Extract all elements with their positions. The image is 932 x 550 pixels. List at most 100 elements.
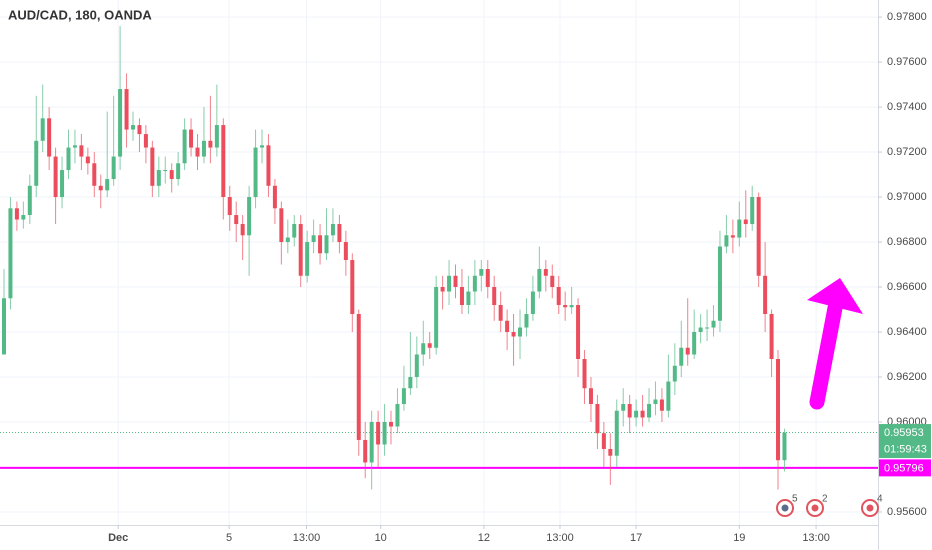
x-tick-label: 13:00	[802, 532, 830, 544]
candle-body	[156, 170, 161, 186]
events: 5 2 4	[776, 494, 883, 517]
event-count: 4	[877, 494, 883, 505]
x-tick-label: 10	[375, 532, 387, 544]
candle-body	[260, 145, 265, 148]
candle-body	[543, 269, 548, 276]
candle-body	[498, 305, 503, 321]
event-count: 5	[792, 494, 798, 505]
candle-body	[305, 242, 310, 276]
candle-body	[582, 358, 587, 389]
candle-body	[208, 140, 213, 148]
candle-body	[163, 170, 168, 172]
candle-body	[214, 125, 219, 148]
event-icon-inner	[811, 504, 819, 512]
candle-body	[595, 403, 600, 434]
candle-body	[382, 421, 387, 445]
candle-body	[666, 381, 671, 411]
x-tick-label: 17	[630, 532, 642, 544]
price-label: 0.95796	[884, 462, 924, 474]
candle-body	[389, 421, 394, 427]
candle-body	[285, 237, 290, 243]
candle-body	[621, 403, 626, 411]
candle-body	[472, 275, 477, 292]
candle-body	[782, 432, 787, 461]
candle-body	[298, 224, 303, 276]
y-tick-label: 0.96800	[887, 236, 927, 248]
candle-body	[363, 439, 368, 463]
candle-body	[608, 448, 613, 456]
candle-body	[324, 235, 329, 254]
candle-body	[447, 275, 452, 292]
candle-body	[401, 388, 406, 404]
axes: 0.97800 0.97600 0.97400 0.97200 0.97000 0.968…	[108, 11, 931, 544]
candle-body	[369, 421, 374, 463]
candle-body	[330, 224, 335, 236]
candle-body	[279, 208, 284, 243]
candle-body	[421, 343, 426, 355]
candle-body	[350, 260, 355, 315]
candle-body	[124, 89, 129, 130]
candle-body	[692, 332, 697, 355]
y-tick-label: 0.97800	[887, 11, 927, 23]
candle-body	[563, 305, 568, 308]
y-tick-label: 0.96600	[887, 281, 927, 293]
candle-body	[698, 327, 703, 333]
candle-body	[376, 421, 381, 445]
candle-body	[79, 145, 84, 157]
candle-body	[659, 399, 664, 411]
candle-body	[118, 89, 123, 157]
x-tick-label: 13:00	[293, 532, 321, 544]
candle-body	[627, 403, 632, 418]
arrow	[807, 278, 863, 410]
candle-body	[414, 354, 419, 377]
candle-body	[530, 291, 535, 315]
y-tick-label: 0.97600	[887, 56, 927, 68]
candle-body	[466, 291, 471, 306]
candle-body	[440, 287, 445, 292]
candle-body	[356, 314, 361, 440]
candle-body	[634, 410, 639, 418]
candle-body	[705, 327, 710, 329]
candle-body	[266, 145, 271, 186]
candle-body	[395, 403, 400, 427]
candle-body	[227, 197, 232, 216]
y-tick-label: 0.97000	[887, 191, 927, 203]
y-tick-label: 0.97200	[887, 146, 927, 158]
candle-body	[92, 163, 97, 186]
price-label: 0.95953	[884, 427, 924, 439]
candle-body	[556, 287, 561, 306]
candle-body	[453, 275, 458, 288]
candle-body	[143, 134, 148, 148]
candle-body	[505, 320, 510, 333]
candle-body	[492, 287, 497, 306]
candle-body	[653, 399, 658, 404]
price-label-box	[879, 459, 931, 477]
candle-body	[240, 224, 245, 236]
candle-body	[737, 219, 742, 238]
candle-body	[743, 219, 748, 225]
candle-body	[311, 235, 316, 243]
candle-body	[672, 365, 677, 382]
candle-body	[318, 235, 323, 254]
candle-body	[550, 275, 555, 288]
event-icon-inner	[781, 504, 789, 512]
candle-body	[1, 298, 6, 355]
candle-body	[8, 208, 13, 299]
candle-body	[614, 410, 619, 456]
candle-body	[182, 129, 187, 164]
x-tick-label: 5	[226, 532, 232, 544]
candle-body	[66, 147, 71, 171]
candle-body	[14, 208, 19, 220]
candle-body	[27, 185, 32, 216]
event-icon-inner	[866, 504, 874, 512]
candle-body	[679, 347, 684, 366]
candle-body	[40, 118, 45, 141]
candle-body	[247, 197, 252, 236]
candle-body	[169, 170, 174, 180]
candle-body	[292, 224, 297, 238]
candle-body	[34, 140, 39, 186]
chart-title: AUD/CAD, 180, OANDA	[8, 7, 152, 22]
price-lines	[0, 432, 878, 469]
candle-body	[485, 269, 490, 288]
